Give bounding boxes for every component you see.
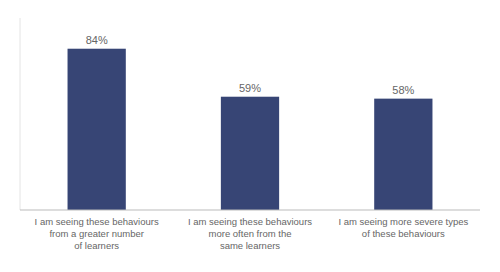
bars <box>68 49 433 210</box>
data-label: 84% <box>86 34 108 46</box>
bar <box>221 97 279 210</box>
x-tick-label: I am seeing these behavioursfrom a great… <box>35 216 159 251</box>
chart: 84% 59% 58% I am seeing these behavioursfro… <box>0 0 500 272</box>
data-label: 58% <box>392 84 414 96</box>
bar <box>68 49 126 210</box>
x-axis-line <box>20 210 480 211</box>
x-tick-label: I am seeing these behavioursmore often f… <box>188 216 312 251</box>
bar <box>374 99 432 210</box>
chart-container: 84% 59% 58% I am seeing these behavioursfro… <box>0 0 500 272</box>
y-axis-line <box>20 18 21 210</box>
data-label: 59% <box>239 82 261 94</box>
x-tick-label: I am seeing more severe typesof these be… <box>338 216 468 239</box>
